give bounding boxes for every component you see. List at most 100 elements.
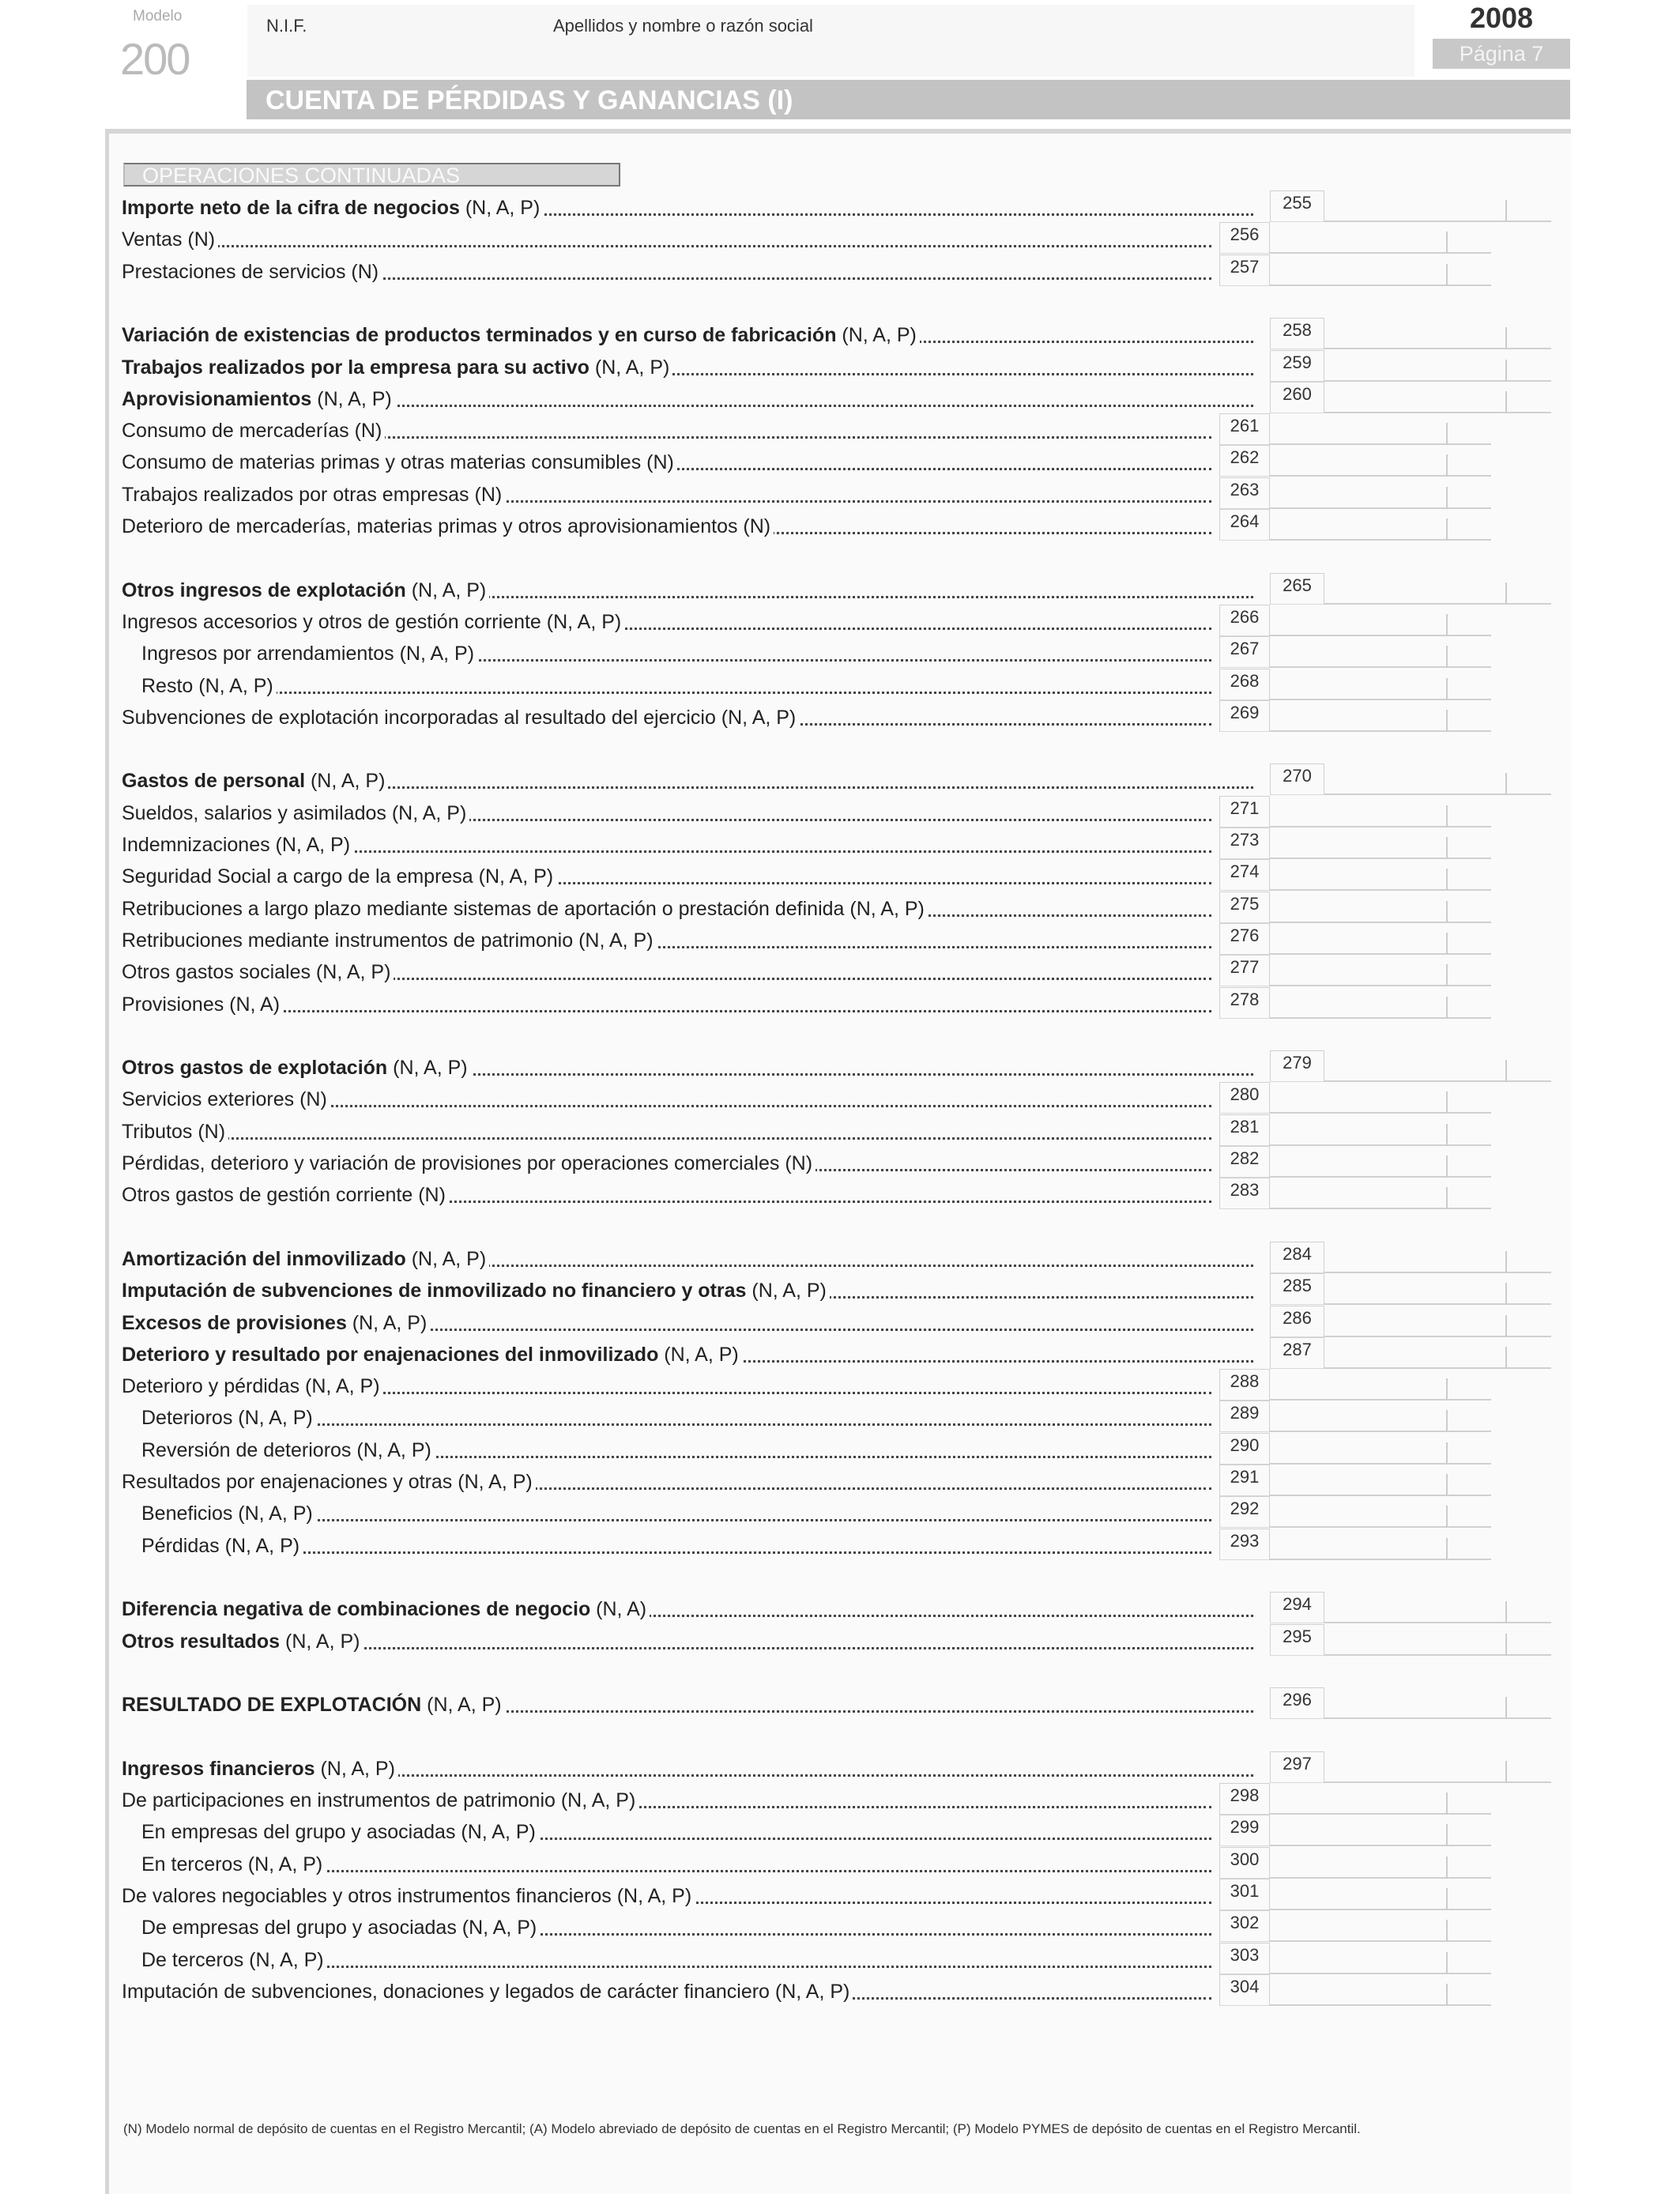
amount-field-265[interactable] (1324, 573, 1551, 605)
box-code: 301 (1219, 1878, 1270, 1910)
amount-field-259[interactable] (1324, 350, 1551, 382)
amount-field-274[interactable] (1270, 859, 1491, 892)
amount-field-284[interactable] (1324, 1242, 1551, 1273)
leader-dots (141, 659, 1211, 662)
decimal-separator (1505, 1633, 1507, 1656)
row-label-text: Aprovisionamientos (N, A, P) (122, 384, 395, 413)
amount-field-295[interactable] (1324, 1624, 1551, 1656)
decimal-separator (1446, 1506, 1448, 1529)
amount-field-285[interactable] (1324, 1273, 1551, 1306)
amount-field-275[interactable] (1270, 892, 1491, 923)
row-label: Servicios exteriores (N) (122, 1082, 330, 1114)
amount-field-296[interactable] (1324, 1687, 1551, 1720)
row-label-text: Trabajos realizados por la empresa para … (122, 352, 673, 382)
amount-field-282[interactable] (1270, 1146, 1491, 1178)
amount-field-302[interactable] (1270, 1910, 1491, 1943)
amount-field-304[interactable] (1270, 1974, 1491, 2006)
form-row-259: Trabajos realizados por la empresa para … (0, 349, 1680, 382)
row-label-text: Otros resultados (N, A, P) (122, 1627, 363, 1656)
amount-field-270[interactable] (1324, 763, 1551, 796)
amount-field-271[interactable] (1270, 796, 1491, 827)
form-row-261: Consumo de mercaderías (N) 261 (0, 413, 1680, 446)
amount-field-280[interactable] (1270, 1082, 1491, 1114)
leader-dots (122, 882, 1211, 885)
amount-field-273[interactable] (1270, 827, 1491, 859)
amount-field-258[interactable] (1324, 318, 1551, 350)
amount-field-256[interactable] (1270, 222, 1491, 254)
amount-field-299[interactable] (1270, 1815, 1491, 1847)
form-row-279: Otros gastos de explotación (N, A, P) 279 (0, 1050, 1680, 1083)
amount-field-297[interactable] (1324, 1751, 1551, 1783)
row-label-text: Tributos (N) (122, 1117, 229, 1146)
decimal-separator (1446, 1887, 1448, 1910)
form-row-286: Excesos de provisiones (N, A, P) 286 (0, 1305, 1680, 1337)
row-label-bold: Diferencia negativa de combinaciones de … (122, 1598, 591, 1621)
amount-field-266[interactable] (1270, 605, 1491, 636)
row-label-text: Imputación de subvenciones, donaciones y… (122, 1977, 853, 2006)
amount-field-288[interactable] (1270, 1369, 1491, 1401)
amount-field-257[interactable] (1270, 254, 1491, 286)
leader-dots (122, 595, 1253, 598)
row-label-text: Consumo de mercaderías (N) (122, 417, 386, 446)
amount-field-264[interactable] (1270, 509, 1491, 541)
box-code: 288 (1219, 1369, 1270, 1401)
amount-field-283[interactable] (1270, 1178, 1491, 1210)
row-label-text: En terceros (N, A, P) (141, 1849, 326, 1879)
amount-field-301[interactable] (1270, 1879, 1491, 1910)
row-label-detail: Ingresos por arrendamientos (N, A, P) (141, 643, 475, 665)
amount-field-262[interactable] (1270, 445, 1491, 477)
box-code: 271 (1219, 795, 1270, 827)
box-code: 275 (1219, 891, 1270, 923)
row-label-text: Ingresos por arrendamientos (N, A, P) (141, 639, 478, 669)
amount-field-261[interactable] (1270, 413, 1491, 446)
box-code: 284 (1270, 1241, 1324, 1273)
amount-field-279[interactable] (1324, 1050, 1551, 1083)
amount-field-276[interactable] (1270, 923, 1491, 955)
leader-dots (141, 691, 1211, 694)
decimal-separator (1446, 1537, 1448, 1560)
amount-field-263[interactable] (1270, 477, 1491, 509)
amount-field-289[interactable] (1270, 1400, 1491, 1433)
amount-field-255[interactable] (1324, 190, 1551, 222)
amount-field-281[interactable] (1270, 1114, 1491, 1146)
amount-field-298[interactable] (1270, 1783, 1491, 1815)
amount-field-277[interactable] (1270, 955, 1491, 987)
amount-field-268[interactable] (1270, 669, 1491, 700)
decimal-separator (1505, 1697, 1507, 1720)
amount-field-303[interactable] (1270, 1943, 1491, 1974)
box-code: 300 (1219, 1846, 1270, 1879)
row-label: Consumo de mercaderías (N) (122, 413, 386, 446)
amount-field-294[interactable] (1324, 1592, 1551, 1624)
amount-field-293[interactable] (1270, 1529, 1491, 1560)
row-label-detail: (N, A, P) (315, 1757, 395, 1780)
row-label-bold: Aprovisionamientos (122, 387, 312, 410)
amount-field-292[interactable] (1270, 1496, 1491, 1529)
decimal-separator (1446, 1824, 1448, 1847)
row-label-detail: (N, A, P) (311, 387, 392, 410)
row-label: Otros ingresos de explotación (N, A, P) (122, 573, 490, 605)
decimal-separator (1446, 964, 1448, 987)
row-label-text: Otros gastos sociales (N, A, P) (122, 958, 394, 987)
row-label-text: Resultados por enajenaciones y otras (N,… (122, 1468, 536, 1496)
form-row-264: Deterioro de mercaderías, materias prima… (0, 509, 1680, 541)
amount-field-267[interactable] (1270, 636, 1491, 669)
row-label: Tributos (N) (122, 1114, 229, 1146)
box-code: 270 (1270, 763, 1324, 796)
row-label: Seguridad Social a cargo de la empresa (… (122, 859, 557, 892)
decimal-separator (1505, 1760, 1507, 1783)
row-label: Indemnizaciones (N, A, P) (122, 827, 354, 859)
form-row-255: Importe neto de la cifra de negocios (N,… (0, 190, 1680, 222)
amount-field-287[interactable] (1324, 1337, 1551, 1369)
decimal-separator (1505, 1060, 1507, 1083)
amount-field-269[interactable] (1270, 700, 1491, 732)
amount-field-278[interactable] (1270, 987, 1491, 1019)
form-row-271: Sueldos, salarios y asimilados (N, A, P)… (0, 795, 1680, 827)
amount-field-300[interactable] (1270, 1847, 1491, 1879)
amount-field-291[interactable] (1270, 1465, 1491, 1496)
decimal-separator (1505, 1346, 1507, 1369)
amount-field-260[interactable] (1324, 382, 1551, 413)
amount-field-290[interactable] (1270, 1433, 1491, 1465)
row-label-bold: Deterioro y resultado por enajenaciones … (122, 1343, 659, 1366)
amount-field-286[interactable] (1324, 1306, 1551, 1337)
leader-dots (122, 1646, 1253, 1649)
